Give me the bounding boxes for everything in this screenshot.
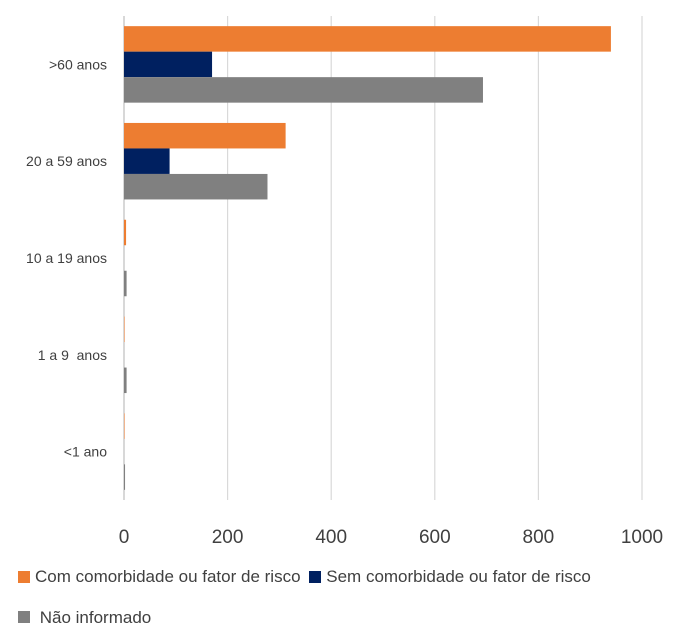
legend: Com comorbidade ou fator de risco Sem co… <box>18 566 668 629</box>
bar-1 <box>124 122 286 149</box>
bar-3 <box>124 270 127 297</box>
bars <box>124 26 611 490</box>
bar-3 <box>124 367 127 394</box>
legend-item-nao-informado: Não informado <box>18 607 664 629</box>
legend-swatch <box>18 571 30 583</box>
category-label: <1 ano <box>64 444 107 460</box>
category-label: 20 a 59 anos <box>26 153 107 169</box>
bar-1 <box>124 413 125 439</box>
legend-label: Não informado <box>39 608 152 627</box>
bar-1 <box>124 316 125 343</box>
legend-item-com-comorbidade: Com comorbidade ou fator de risco <box>18 566 301 588</box>
category-label: 10 a 19 anos <box>26 250 107 266</box>
bar-3 <box>124 173 268 200</box>
x-tick-label: 200 <box>212 527 244 548</box>
legend-label: Com comorbidade ou fator de risco <box>35 567 301 586</box>
bar-3 <box>124 464 126 490</box>
bar-2 <box>124 51 213 78</box>
x-tick-label: 0 <box>119 527 130 548</box>
category-label: 1 a 9 anos <box>38 347 107 363</box>
category-labels: >60 anos 20 a 59 anos 10 a 19 anos 1 a 9 an… <box>26 56 107 459</box>
x-tick-label: 1000 <box>621 527 663 548</box>
x-tick-label: 600 <box>419 527 451 548</box>
legend-label: Sem comorbidade ou fator de risco <box>326 567 591 586</box>
bar-1 <box>124 219 127 246</box>
bar-3 <box>124 77 483 103</box>
legend-item-sem-comorbidade: Sem comorbidade ou fator de risco <box>309 566 591 588</box>
x-tick-label: 800 <box>523 527 555 548</box>
x-tick-label: 400 <box>315 527 347 548</box>
bar-1 <box>124 26 611 52</box>
bar-2 <box>124 148 170 174</box>
legend-swatch <box>309 571 322 583</box>
tick-labels: 0 200 400 600 800 1000 <box>119 527 663 548</box>
category-label: >60 anos <box>49 56 107 72</box>
legend-swatch <box>18 611 30 623</box>
